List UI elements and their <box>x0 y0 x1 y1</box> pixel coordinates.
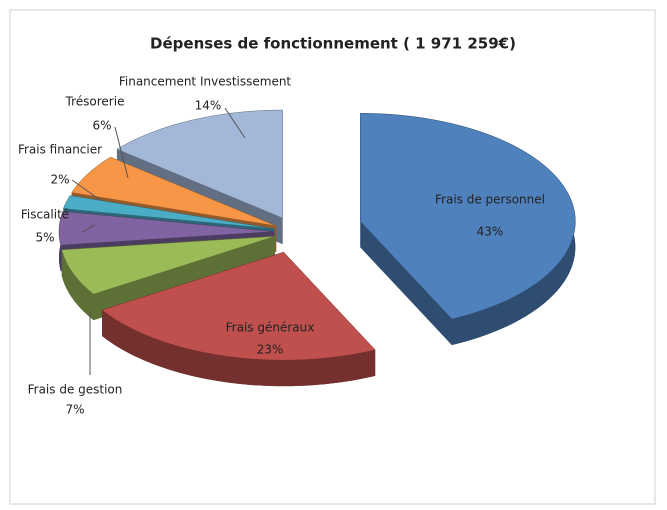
slice-top <box>116 109 283 219</box>
slice-top <box>61 236 276 295</box>
slice-top <box>360 113 576 320</box>
slice-top <box>101 251 376 361</box>
slice-value-label: 6% <box>92 119 111 133</box>
leader-line <box>81 224 96 233</box>
slice-value-label: 7% <box>65 403 84 417</box>
slice-label: Financement Investissement <box>119 75 292 89</box>
chart-title: Dépenses de fonctionnement ( 1 971 259€) <box>150 35 516 53</box>
pie-slice <box>101 251 376 387</box>
leader-line <box>224 107 246 139</box>
leader-line <box>71 179 101 201</box>
slice-side <box>360 221 452 346</box>
pie-slice <box>360 113 576 346</box>
slice-top <box>71 156 277 227</box>
slice-label: Trésorerie <box>65 95 125 109</box>
slice-label: Frais de personnel <box>435 193 545 207</box>
slice-top <box>63 195 275 230</box>
slice-label: Fiscalité <box>21 208 69 222</box>
slice-top <box>58 211 275 246</box>
slice-label: Frais financier <box>18 143 102 157</box>
slice-label: Frais généraux <box>226 321 315 335</box>
slice-wall <box>61 249 94 321</box>
slice-wall <box>102 310 376 387</box>
slice-value-label: 5% <box>35 231 54 245</box>
slice-value-label: 43% <box>477 225 504 239</box>
leader-line <box>114 126 129 179</box>
slice-value-label: 2% <box>50 173 69 187</box>
slice-label: Frais de gestion <box>28 383 123 397</box>
slice-value-label: 14% <box>195 99 222 113</box>
slice-value-label: 23% <box>257 343 284 357</box>
